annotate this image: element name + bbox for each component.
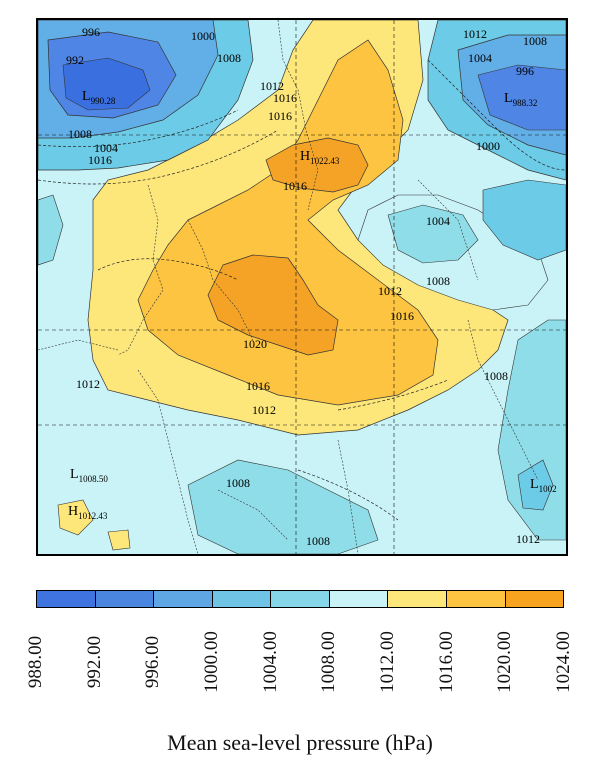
- contour-labels: 996 1000 1008 1012 992 1004 1008 1016 10…: [66, 25, 547, 548]
- pressure-center-sw-low: L1008.50: [70, 467, 108, 484]
- colorbar-tick-text: 988.00: [25, 635, 46, 689]
- contour-label: 1016: [273, 91, 297, 105]
- colorbar-tick-text: 996.00: [142, 635, 164, 689]
- contour-label: 996: [516, 64, 534, 78]
- pressure-map-svg: 996 1000 1008 1012 992 1004 1008 1016 10…: [38, 20, 566, 554]
- colorbar-cell: [505, 591, 564, 607]
- contour-label: 1016: [246, 379, 270, 393]
- pressure-center-high-north: H1022.43: [300, 149, 340, 166]
- contour-label: 1008: [68, 127, 92, 141]
- colorbar-cell: [446, 591, 506, 607]
- colorbar-cell: [388, 591, 447, 607]
- region-sw-yellow-2: [107, 529, 131, 551]
- contour-label: 1004: [94, 141, 118, 155]
- contour-lines: [38, 59, 566, 521]
- region-1020-north: [265, 137, 369, 193]
- pressure-center-nw: L990.28: [82, 89, 116, 106]
- colorbar-tick-label: 988.00: [25, 614, 46, 710]
- colorbar-cell: [154, 591, 213, 607]
- region-1016: [137, 39, 439, 406]
- colorbar-cell: [95, 591, 155, 607]
- colorbar-tick-label: 992.00: [83, 614, 105, 710]
- colorbar-cell: [212, 591, 272, 607]
- contour-label: 1012: [516, 532, 540, 546]
- colorbar-tick-text: 1024.00: [553, 631, 574, 693]
- colorbar-cell: [37, 591, 96, 607]
- contour-label: 1016: [390, 309, 414, 323]
- contour-label: 1012: [252, 403, 276, 417]
- contour-label: 1008: [217, 51, 241, 65]
- colorbar-tick-label: 996.00: [142, 614, 164, 710]
- colorbar-tick-label: 1012.00: [377, 614, 398, 710]
- contour-label: 1012: [260, 79, 284, 93]
- contour-label: 1012: [463, 27, 487, 41]
- contour-label: 1012: [76, 377, 100, 391]
- colorbar-cell: [329, 591, 389, 607]
- contour-label: 996: [82, 25, 100, 39]
- borders: [38, 20, 539, 554]
- colorbar-tick-label: 1024.00: [553, 614, 574, 710]
- contour-label: 1008: [523, 34, 547, 48]
- contour-label: 1000: [191, 29, 215, 43]
- contour-label: 1012: [378, 284, 402, 298]
- contour-label: 992: [66, 53, 84, 67]
- colorbar-title: Mean sea-level pressure (hPa): [167, 730, 433, 755]
- contour-label: 1016: [88, 153, 112, 167]
- pressure-center-ne: L988.32: [504, 91, 537, 108]
- contour-label: 1020: [243, 337, 267, 351]
- contour-label: 1008: [484, 369, 508, 383]
- region-nw-988: [62, 57, 151, 111]
- region-sw-yellow: [57, 499, 94, 536]
- contour-label: 1016: [268, 109, 292, 123]
- colorbar-tick-label: 1008.00: [318, 614, 340, 710]
- region-south-1004: [187, 459, 379, 554]
- region-w-1004: [38, 194, 64, 266]
- contour-label: 1004: [468, 51, 492, 65]
- colorbar-cell: [271, 591, 330, 607]
- colorbar-tick-label: 1000.00: [201, 614, 222, 710]
- contour-label: 1008: [306, 534, 330, 548]
- colorbar-tick-label: 1020.00: [494, 614, 516, 710]
- grid-lines: [38, 20, 566, 554]
- colorbar-tick-text: 1012.00: [377, 631, 398, 693]
- pressure-map: 996 1000 1008 1012 992 1004 1008 1016 10…: [36, 18, 568, 556]
- pressure-centers: L990.28 L988.32 H1022.43 L1008.50 H1012.…: [68, 89, 557, 521]
- pressure-center-se-low: L1002: [530, 477, 557, 494]
- contour-label: 1016: [283, 179, 307, 193]
- colorbar-tick-label: 1016.00: [435, 614, 457, 710]
- colorbar: [36, 590, 564, 608]
- colorbar-tick-label: 1004.00: [259, 614, 281, 710]
- colorbar-tick-text: 1016.00: [435, 631, 457, 693]
- colorbar-tick-text: 1000.00: [201, 631, 222, 693]
- contour-label: 1008: [426, 274, 450, 288]
- colorbar-tick-text: 992.00: [83, 635, 105, 689]
- contour-label: 1000: [476, 139, 500, 153]
- colorbar-tick-text: 1020.00: [494, 631, 516, 693]
- region-se-1000: [517, 459, 554, 511]
- colorbar-tick-text: 1008.00: [318, 631, 340, 693]
- colorbar-ticks: 988.00 992.00 996.00 1000.00 1004.00 1008.00 1…: [25, 614, 574, 714]
- pressure-center-sw-high: H1012.43: [68, 504, 108, 521]
- region-ne-992: [477, 64, 566, 131]
- contour-label: 1008: [226, 476, 250, 490]
- contour-label: 1004: [426, 214, 450, 228]
- colorbar-tick-text: 1004.00: [259, 631, 281, 693]
- region-east-1000: [482, 179, 566, 261]
